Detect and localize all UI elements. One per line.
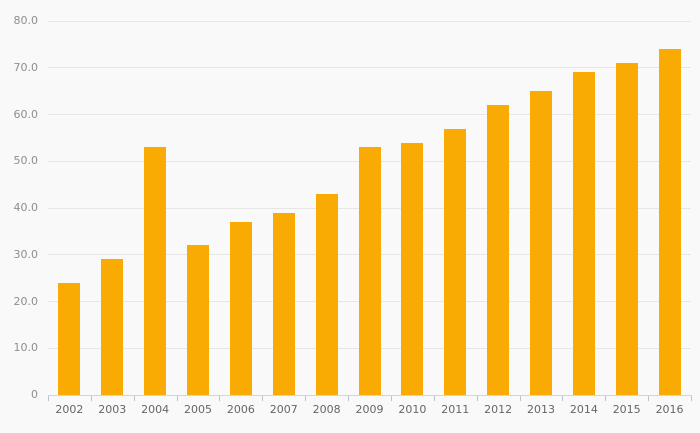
y-axis-tick-label: 70.0 [13,60,39,74]
x-axis-tick [176,396,178,401]
x-axis-tick-label: 2009 [355,403,384,416]
y-gridline [48,67,691,69]
x-axis-tick [48,396,49,401]
x-axis-tick [348,396,350,401]
y-axis-tick-label: 0 [31,388,38,401]
x-axis-tick [605,396,607,401]
y-axis-tick-label: 20.0 [13,294,39,308]
x-axis-tick-label: 2002 [55,403,84,416]
x-axis-tick-label: 2015 [612,403,641,416]
x-axis-tick-label: 2011 [441,403,470,416]
x-axis-tick-label: 2013 [526,403,555,416]
x-axis-tick [691,396,692,401]
bar-2015 [615,63,638,395]
y-gridline [48,114,691,115]
x-axis-line [48,395,692,396]
bar-2014 [572,72,595,395]
bar-2003 [101,259,124,395]
bar-2010 [401,142,424,395]
bar-2013 [529,91,552,395]
x-axis-tick [390,396,392,401]
x-axis-tick [133,396,135,401]
y-axis-tick-label: 50.0 [13,154,39,168]
x-axis-tick [90,396,92,401]
bar-2008 [315,193,338,395]
bar-2005 [187,245,210,395]
bar-2007 [272,212,295,395]
y-gridline [48,20,691,22]
x-axis-tick [562,396,564,401]
bar-2009 [358,147,381,395]
x-axis-tick-label: 2005 [184,403,213,416]
y-axis-tick-label: 80.0 [13,14,39,27]
x-axis-tick-label: 2010 [398,403,427,416]
bar-2004 [144,147,167,395]
x-axis-tick-label: 2003 [98,403,127,416]
x-axis-tick-label: 2004 [141,403,170,416]
x-axis-tick [648,396,650,401]
y-axis-tick-label: 40.0 [13,201,39,214]
y-axis-tick-label: 60.0 [13,107,39,121]
x-axis-tick [219,396,221,401]
x-axis-tick [476,396,478,401]
x-axis-tick-label: 2014 [569,403,598,416]
x-axis-tick [519,396,521,401]
bar-2016 [658,49,681,395]
x-axis-tick-label: 2012 [484,403,513,416]
bar-2002 [58,282,81,395]
x-axis-tick-label: 2007 [269,403,298,416]
bar-2006 [229,222,252,395]
y-axis-tick-label: 30.0 [13,247,39,261]
bar-2011 [444,128,467,395]
y-axis-tick-label: 10.0 [13,341,39,355]
x-axis-tick [433,396,435,401]
bar-2012 [487,105,510,395]
x-axis-tick [262,396,264,401]
x-axis-tick [305,396,307,401]
x-axis-tick-label: 2006 [226,403,255,416]
x-axis-tick-label: 2008 [312,403,341,416]
x-axis-tick-label: 2016 [655,403,684,416]
